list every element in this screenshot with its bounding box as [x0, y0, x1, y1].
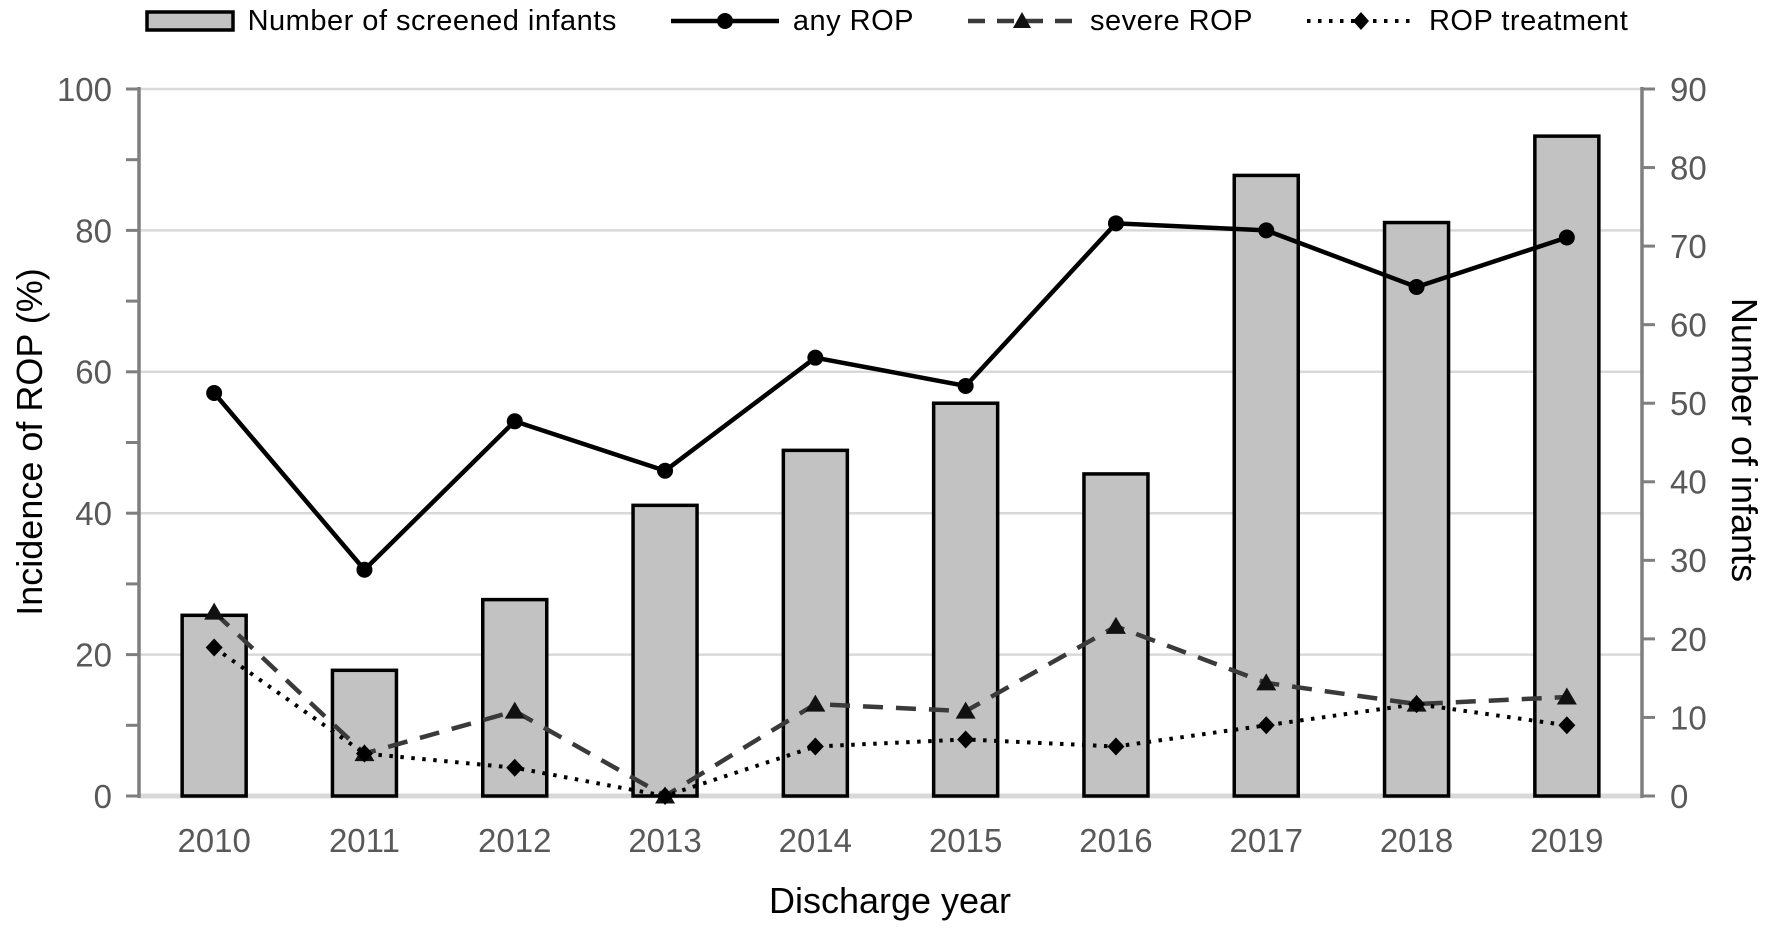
- severe-rop-marker-2017: [1256, 673, 1277, 691]
- x-tick-label-2011: 2011: [329, 822, 400, 859]
- bar-2017: [1232, 173, 1300, 798]
- rop-treatment-marker-2010: [205, 638, 223, 657]
- solid-line-circle-swatch-icon: [669, 9, 781, 33]
- x-tick-label-2012: 2012: [478, 822, 551, 859]
- left-tick-label-100: 100: [57, 71, 112, 108]
- any-rop-line: [212, 221, 1568, 573]
- right-tick-label-70: 70: [1670, 228, 1707, 265]
- dotted-line-diamond-swatch-icon: [1305, 9, 1417, 33]
- any-rop-marker-2010: [206, 385, 223, 402]
- severe-rop-marker-2015: [955, 701, 976, 719]
- severe-rop-marker-2010: [204, 602, 225, 620]
- x-tick-label-2016: 2016: [1079, 822, 1152, 859]
- x-tick-label-2018: 2018: [1380, 822, 1453, 859]
- bars: [180, 134, 1601, 798]
- rop-treatment-marker-2018: [1408, 695, 1426, 714]
- right-axis-title: Number of infants: [1724, 297, 1765, 583]
- legend-item-any-rop: any ROP: [669, 4, 915, 37]
- legend-label-severe-rop: severe ROP: [1090, 4, 1253, 37]
- rop-treatment-marker-2013: [656, 787, 674, 805]
- x-tick-label-2019: 2019: [1530, 822, 1603, 859]
- any-rop-marker-2013: [657, 462, 674, 479]
- left-axis-title: Incidence of ROP (%): [9, 268, 50, 616]
- right-tick-label-20: 20: [1670, 621, 1707, 658]
- left-tick-label-60: 60: [75, 354, 112, 391]
- any-rop-marker-2016: [1107, 215, 1124, 232]
- legend-item-severe-rop: severe ROP: [966, 4, 1253, 37]
- rop-treatment-marker-2016: [1107, 737, 1125, 756]
- right-tick-label-10: 10: [1670, 699, 1707, 736]
- dashed-line-triangle-swatch-icon: [966, 9, 1078, 33]
- x-tick-label-2014: 2014: [779, 822, 852, 859]
- left-tick-label-0: 0: [94, 778, 112, 815]
- rop-treatment-marker-2011: [355, 744, 373, 763]
- x-tick-label-2015: 2015: [929, 822, 1002, 859]
- x-tick-label-2013: 2013: [628, 822, 701, 859]
- chart-legend: Number of screened infants any ROP sever…: [0, 0, 1772, 42]
- legend-label-screened-infants: Number of screened infants: [247, 4, 617, 37]
- series-rop-treatment: [205, 638, 1576, 805]
- legend-item-screened-infants: Number of screened infants: [144, 4, 617, 37]
- any-rop-marker-2015: [957, 377, 974, 394]
- right-tick-label-30: 30: [1670, 542, 1707, 579]
- left-tick-label-40: 40: [75, 495, 112, 532]
- right-tick-label-40: 40: [1670, 464, 1707, 501]
- severe-rop-marker-2016: [1105, 616, 1126, 634]
- bar-swatch-icon: [144, 9, 236, 33]
- legend-item-rop-treatment: ROP treatment: [1305, 4, 1629, 37]
- any-rop-marker-2018: [1408, 278, 1425, 295]
- left-tick-label-80: 80: [75, 212, 112, 249]
- tick-labels: 0 20 40 60 80 100 0 10 20 30 40 50 60 70 80 90 2010 2011 2…: [57, 71, 1707, 859]
- axes: [126, 87, 1655, 798]
- any-rop-marker-2012: [506, 413, 523, 430]
- rop-treatment-marker-2012: [506, 758, 524, 777]
- severe-rop-line: [212, 610, 1567, 799]
- bar-2013: [631, 503, 699, 798]
- right-tick-label-80: 80: [1670, 149, 1707, 186]
- x-tick-label-2017: 2017: [1230, 822, 1303, 859]
- severe-rop-marker-2019: [1556, 687, 1577, 705]
- legend-label-rop-treatment: ROP treatment: [1428, 4, 1629, 37]
- right-tick-label-60: 60: [1670, 307, 1707, 344]
- rop-treatment-marker-2014: [806, 737, 824, 756]
- severe-rop-marker-2014: [805, 694, 826, 712]
- rop-treatment-marker-2017: [1257, 716, 1275, 735]
- left-tick-label-20: 20: [75, 636, 112, 673]
- rop-treatment-line: [212, 645, 1568, 798]
- any-rop-marker-2011: [356, 561, 373, 578]
- right-tick-label-50: 50: [1670, 385, 1707, 422]
- x-tick-label-2010: 2010: [177, 822, 250, 859]
- any-rop-marker-2014: [807, 349, 824, 366]
- rop-treatment-marker-2015: [957, 730, 975, 749]
- any-rop-marker-2019: [1558, 229, 1575, 246]
- right-tick-label-90: 90: [1670, 71, 1707, 108]
- series-any-rop: [206, 215, 1575, 578]
- rop-treatment-marker-2019: [1558, 716, 1576, 735]
- right-tick-label-0: 0: [1670, 778, 1688, 815]
- series-severe-rop: [204, 602, 1577, 804]
- any-rop-marker-2017: [1258, 222, 1275, 239]
- legend-label-any-rop: any ROP: [792, 4, 915, 37]
- x-axis-title: Discharge year: [768, 880, 1012, 921]
- severe-rop-marker-2012: [504, 701, 525, 719]
